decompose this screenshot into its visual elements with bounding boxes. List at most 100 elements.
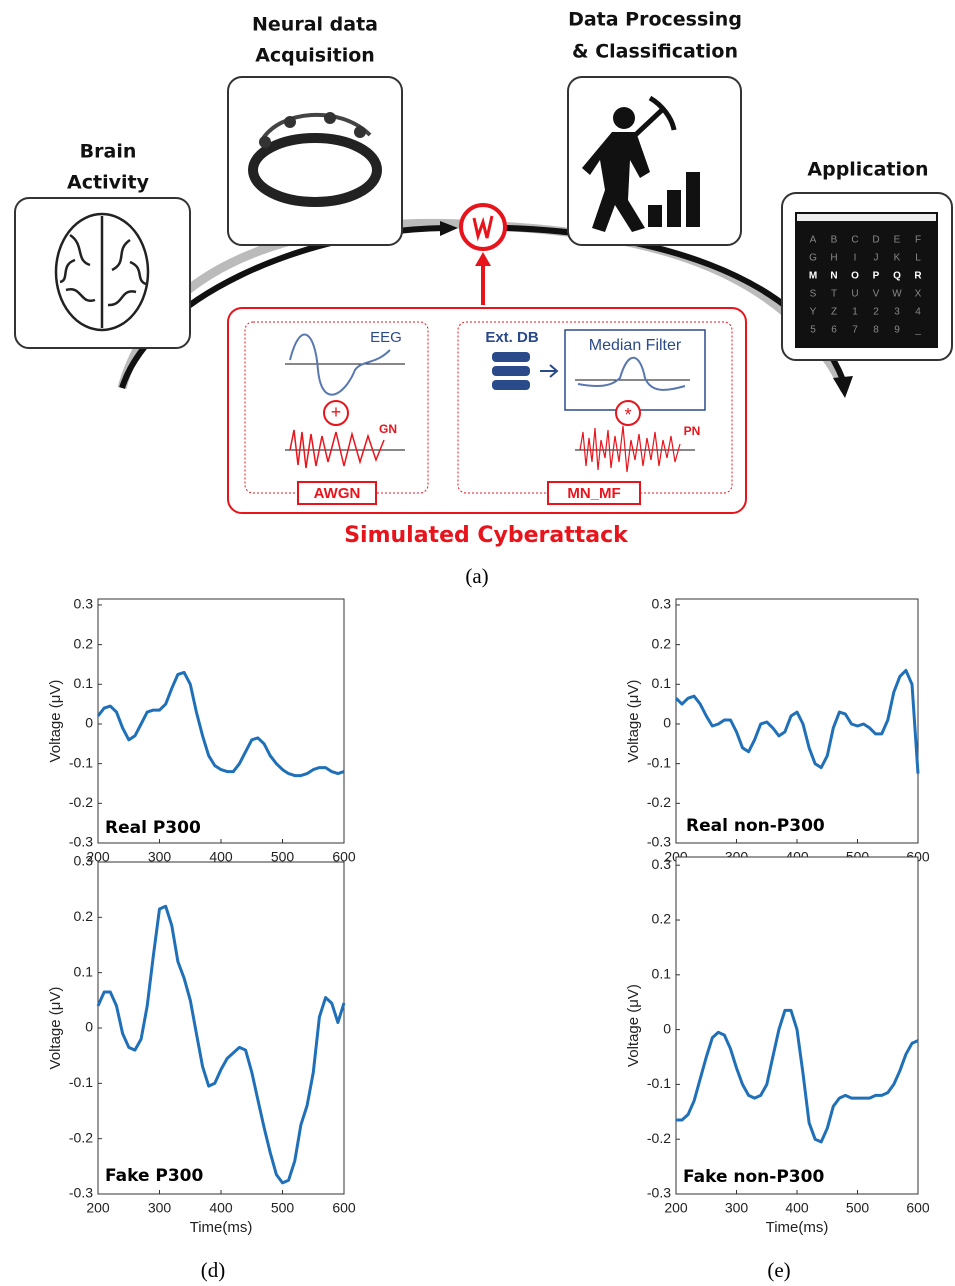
speller-header (797, 214, 936, 221)
speller-letter: D (872, 235, 879, 246)
y-axis-label: Voltage (μV) (625, 680, 642, 763)
y-tick-label: -0.2 (647, 794, 671, 810)
speller-letter: Z (831, 307, 837, 318)
noise-label: GN (379, 422, 397, 436)
speller-letter: C (851, 235, 858, 246)
y-tick-label: -0.3 (647, 1185, 671, 1201)
speller-letter: S (810, 289, 817, 300)
caption: (a) (465, 564, 488, 588)
x-tick-label: 500 (271, 1200, 295, 1216)
eeg-signal (289, 333, 391, 396)
x-tick-label: 300 (148, 849, 172, 865)
method-label-box (297, 481, 377, 505)
speller-letter: P (873, 271, 880, 282)
stage-title: Activity (67, 172, 150, 194)
speller-letter: Y (810, 307, 817, 318)
speller-letter: W (892, 289, 902, 300)
speller-letter: F (915, 235, 921, 246)
x-tick-label: 600 (332, 849, 356, 865)
x-tick-label: 500 (271, 849, 295, 865)
stage-box (227, 76, 403, 246)
noise-label: PN (684, 424, 701, 438)
arrow-head (440, 221, 458, 236)
operator-circle (323, 400, 349, 426)
speller-letter: X (915, 289, 922, 300)
y-tick-label: 0.3 (652, 856, 672, 872)
y-tick-label: -0.1 (647, 754, 671, 770)
speller-letter: U (851, 289, 858, 300)
operator: + (331, 402, 342, 422)
speller-letter: 3 (894, 307, 900, 318)
y-axis-label: Voltage (μV) (625, 984, 642, 1067)
x-tick-label: 600 (332, 1200, 356, 1216)
method-label: MN_MF (567, 485, 620, 502)
y-tick-label: 0.3 (74, 596, 94, 612)
attack-node-icon (472, 215, 494, 242)
x-tick-label: 600 (906, 1200, 930, 1216)
speller-letter: 6 (831, 325, 837, 336)
speller-letter: R (914, 271, 922, 282)
speller-screen (795, 212, 938, 348)
source-label: Ext. DB (485, 329, 539, 346)
speller-letter: 1 (852, 307, 858, 318)
y-axis-label: Voltage (μV) (47, 987, 64, 1070)
speller-letter: E (894, 235, 901, 246)
speller-letter: Q (893, 271, 901, 282)
x-tick-label: 200 (664, 1200, 688, 1216)
speller-letter: M (809, 271, 817, 282)
plot-label: Real non-P300 (686, 816, 825, 836)
method-label-box (547, 481, 641, 505)
noise-signal (579, 425, 681, 473)
caption: (d) (201, 1258, 226, 1282)
speller-letter: T (831, 289, 837, 300)
speller-letter: 7 (852, 325, 858, 336)
y-tick-label: 0.1 (74, 675, 94, 691)
y-tick-label: 0.2 (74, 635, 94, 651)
speller-grid: A B C D E F G H I J K L M N O P Q R S T U V W X Y Z 1 2 3 4 5 6 7 8 9 _ (809, 235, 923, 336)
operator: * (624, 405, 631, 425)
y-tick-label: 0.2 (652, 635, 672, 651)
noise-signal (289, 429, 385, 469)
x-axis-label: Time(ms) (190, 1219, 253, 1236)
y-tick-label: -0.3 (647, 834, 671, 850)
db-arrow (540, 364, 559, 378)
speller-letter: O (851, 271, 859, 282)
x-tick-label: 200 (86, 1200, 110, 1216)
plot-label: Fake non-P300 (683, 1167, 824, 1187)
plot-frame (675, 598, 919, 844)
plot-label: Fake P300 (105, 1166, 204, 1186)
x-tick-label: 400 (785, 1200, 809, 1216)
stage-title: & Classification (572, 41, 738, 63)
x-tick-label: 300 (148, 1200, 172, 1216)
attack-title: Simulated Cyberattack (344, 523, 629, 548)
y-tick-label: -0.1 (69, 754, 93, 770)
y-tick-label: -0.3 (69, 1185, 93, 1201)
stage-title: Neural data (252, 14, 378, 36)
arrow-head (833, 376, 853, 398)
speller-letter: G (809, 253, 817, 264)
y-tick-label: -0.1 (647, 1075, 671, 1091)
speller-letter: 8 (873, 325, 879, 336)
data-line (96, 670, 345, 778)
arrow-head (475, 252, 491, 266)
speller-letter: L (915, 253, 921, 264)
speller-letter: 5 (810, 325, 816, 336)
speller-letter: B (831, 235, 838, 246)
y-tick-label: 0 (85, 715, 93, 731)
stage-title: Application (807, 159, 928, 181)
speller-letter: A (810, 235, 817, 246)
y-tick-label: -0.2 (69, 1129, 93, 1145)
speller-letter: K (894, 253, 901, 264)
speller-letter: 2 (873, 307, 879, 318)
awgn-box (244, 321, 429, 494)
brain-icon (54, 212, 150, 332)
x-tick-label: 400 (209, 1200, 233, 1216)
speller-letter: 9 (894, 325, 900, 336)
headset-icon (248, 112, 382, 207)
y-tick-label: 0.2 (652, 911, 672, 927)
speller-letter: J (874, 253, 879, 264)
filter-box (564, 329, 706, 411)
data-line (676, 1008, 919, 1144)
speller-letter: 4 (915, 307, 921, 318)
speller-letter: _ (914, 325, 921, 336)
